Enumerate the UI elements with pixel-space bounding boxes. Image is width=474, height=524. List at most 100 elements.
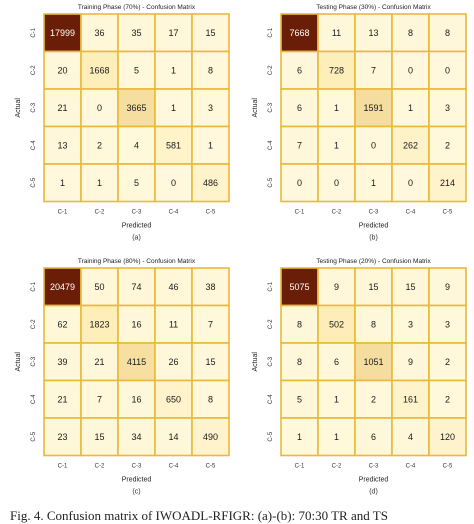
heatmap-cell (280, 379, 319, 419)
cell-value: 3 (445, 319, 450, 329)
cell-value: 1 (60, 178, 65, 188)
y-tick-label: C-2 (268, 65, 274, 75)
y-tick-label: C-1 (31, 27, 37, 37)
heatmap-cell (354, 163, 393, 203)
heatmap-cell (43, 342, 82, 382)
cell-value: 1 (408, 103, 413, 113)
heatmap-cell (80, 125, 119, 165)
y-tick-label: C-2 (31, 319, 37, 329)
cell-value: 120 (440, 432, 455, 442)
y-axis-label: Actual (15, 352, 22, 372)
cell-value: 15 (94, 432, 104, 442)
cell-value: 0 (97, 103, 102, 113)
cell-value: 7 (208, 319, 213, 329)
chart-title: Training Phase (80%) - Confusion Matrix (78, 258, 196, 265)
cell-value: 21 (57, 394, 67, 404)
cell-value: 3 (408, 319, 413, 329)
panel-caption: (c) (132, 489, 140, 496)
x-tick-label: C-4 (406, 464, 416, 470)
cell-value: 36 (94, 28, 104, 38)
panel-b: Testing Phase (30%) - Confusion Matrix 76… (237, 0, 474, 250)
cell-value: 8 (208, 65, 213, 75)
cell-value: 34 (131, 432, 141, 442)
x-axis-label: Predicted (122, 477, 152, 484)
heatmap-cell (428, 13, 467, 53)
cell-value: 1 (297, 432, 302, 442)
y-tick-label: C-2 (31, 65, 37, 75)
cell-value: 2 (445, 357, 450, 367)
cell-value: 2 (445, 394, 450, 404)
cell-value: 46 (168, 282, 178, 292)
x-tick-label: C-1 (295, 210, 305, 216)
cell-value: 5 (297, 394, 302, 404)
heatmap-cell (43, 163, 82, 203)
cell-value: 20479 (50, 282, 75, 292)
cell-value: 2 (445, 140, 450, 150)
heatmap-cell (317, 417, 356, 457)
cell-value: 35 (131, 28, 141, 38)
cell-value: 6 (297, 103, 302, 113)
x-tick-label: C-1 (295, 464, 305, 470)
cell-value: 15 (405, 282, 415, 292)
cell-value: 21 (94, 357, 104, 367)
cell-value: 2 (371, 394, 376, 404)
x-tick-label: C-2 (332, 464, 342, 470)
cell-value: 1 (97, 178, 102, 188)
heatmap-cell (191, 163, 230, 203)
cell-value: 11 (332, 28, 341, 38)
heatmap-cell (280, 163, 319, 203)
chart-title: Testing Phase (20%) - Confusion Matrix (316, 258, 431, 265)
cell-value: 6 (334, 357, 339, 367)
heatmap-c: Training Phase (80%) - Confusion Matrix 2… (15, 258, 230, 496)
heatmap-cell (117, 163, 156, 203)
x-tick-label: C-3 (369, 210, 379, 216)
cell-value: 7668 (289, 28, 309, 38)
heatmap-cell (391, 163, 430, 203)
cell-value: 20 (57, 65, 67, 75)
y-axis-label: Actual (252, 352, 259, 372)
x-tick-label: C-4 (406, 210, 416, 216)
heatmap-cell (428, 342, 467, 382)
cell-value: 1051 (363, 357, 383, 367)
cell-value: 15 (368, 282, 378, 292)
heatmap-cell (280, 304, 319, 344)
heatmap-cell (154, 267, 193, 307)
heatmap-cell (428, 379, 467, 419)
cell-value: 728 (329, 65, 344, 75)
cell-value: 650 (166, 394, 181, 404)
cell-value: 1 (171, 103, 176, 113)
cell-value: 16 (131, 394, 141, 404)
heatmap-cell (317, 267, 356, 307)
cell-value: 0 (371, 140, 376, 150)
x-tick-label: C-2 (332, 210, 342, 216)
heatmap-d: Testing Phase (20%) - Confusion Matrix 50… (252, 258, 467, 496)
heatmap-cell (191, 125, 230, 165)
panel-c: Training Phase (80%) - Confusion Matrix 2… (0, 254, 237, 504)
cell-value: 8 (208, 394, 213, 404)
heatmap-cell (154, 417, 193, 457)
cell-value: 3 (445, 103, 450, 113)
heatmap-cell (391, 417, 430, 457)
x-tick-label: C-4 (169, 210, 179, 216)
heatmap-cell (191, 267, 230, 307)
cell-value: 1 (334, 432, 339, 442)
cell-value: 1823 (89, 319, 109, 329)
heatmap-cell (354, 417, 393, 457)
heatmap-cell (317, 88, 356, 128)
cell-value: 13 (368, 28, 378, 38)
cell-value: 9 (445, 282, 450, 292)
cell-value: 490 (203, 432, 218, 442)
cell-value: 0 (408, 178, 413, 188)
x-axis-label: Predicted (359, 477, 389, 484)
heatmap-a: Training Phase (70%) - Confusion Matrix 1… (15, 4, 230, 242)
cell-value: 1 (208, 140, 213, 150)
cell-value: 581 (166, 140, 181, 150)
heatmap-cell (317, 342, 356, 382)
cell-value: 1 (334, 103, 339, 113)
heatmap-cell (80, 379, 119, 419)
y-tick-label: C-2 (268, 319, 274, 329)
heatmap-cell (280, 417, 319, 457)
cell-value: 0 (445, 65, 450, 75)
x-tick-label: C-5 (443, 210, 453, 216)
y-tick-label: C-4 (31, 394, 37, 404)
